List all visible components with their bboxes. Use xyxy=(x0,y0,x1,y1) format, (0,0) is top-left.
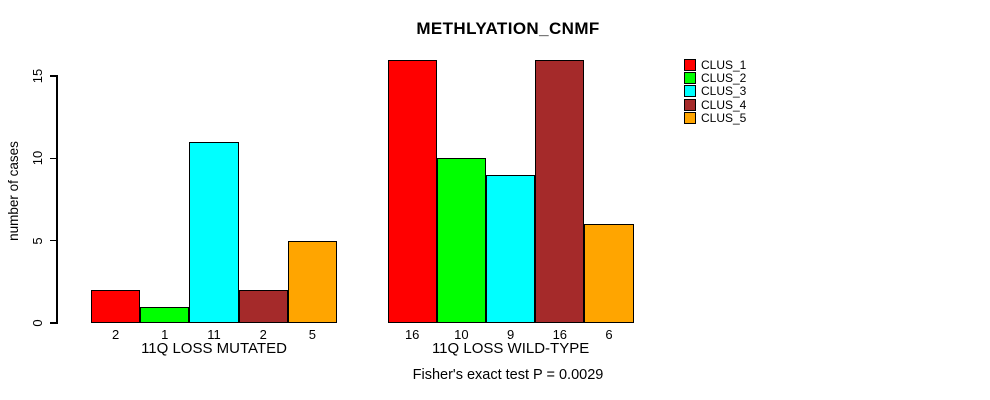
legend-item-clus_2: CLUS_2 xyxy=(684,71,747,86)
y-tick-label: 5 xyxy=(30,237,45,245)
y-tick-mark xyxy=(50,157,57,160)
legend-item-clus_1: CLUS_1 xyxy=(684,58,746,71)
legend-label: CLUS_1 xyxy=(701,57,747,72)
bar-clus_1-group2 xyxy=(387,59,437,323)
bar-clus_4-group2 xyxy=(535,59,585,323)
y-tick-mark xyxy=(50,75,57,77)
bar-value-label: 2 xyxy=(111,327,120,342)
legend-label: CLUS_4 xyxy=(701,97,747,112)
group-label-1: 11Q LOSS MUTATED xyxy=(141,340,287,357)
bar-value-label: 10 xyxy=(454,327,469,342)
bar-clus_5-group2 xyxy=(584,224,634,323)
legend-swatch xyxy=(684,98,696,111)
legend-item-clus_3: CLUS_3 xyxy=(684,85,746,98)
chart-title: METHLYATION_CNMF xyxy=(416,19,600,38)
bar-value-label: 9 xyxy=(506,327,515,342)
legend-item-clus_4: CLUS_4 xyxy=(684,98,746,111)
bar-value-label: 16 xyxy=(552,327,568,342)
y-axis-label: number of cases xyxy=(6,141,21,241)
legend-swatch xyxy=(684,58,696,71)
bar-value-label: 2 xyxy=(259,327,267,342)
legend-label: CLUS_2 xyxy=(701,71,747,86)
y-tick-label: 15 xyxy=(30,68,45,84)
bar-value-label: 11 xyxy=(207,327,221,342)
legend-swatch xyxy=(684,72,696,85)
y-tick-mark xyxy=(50,322,57,324)
legend-swatch xyxy=(684,85,696,98)
bar-value-label: 5 xyxy=(308,327,316,342)
bar-value-label: 16 xyxy=(404,327,420,342)
bar-clus_3-group1 xyxy=(189,141,239,323)
legend: CLUS_1 CLUS_2 CLUS_3 CLUS_4 CLUS_5 xyxy=(684,58,746,125)
legend-label: CLUS_5 xyxy=(701,111,747,126)
bar-clus_2-group2 xyxy=(436,158,486,323)
y-tick-mark xyxy=(50,239,57,242)
legend-item-clus_5: CLUS_5 xyxy=(684,112,746,125)
bar-value-label: 6 xyxy=(605,327,613,342)
bar-clus_3-group2 xyxy=(486,174,536,323)
group-label-2: 11Q LOSS WILD-TYPE xyxy=(431,340,590,357)
annotation-text: Fisher's exact test P = 0.0029 xyxy=(412,367,604,383)
bar-clus_2-group1 xyxy=(140,306,190,323)
y-tick-label: 10 xyxy=(30,151,45,166)
bar-clus_5-group1 xyxy=(287,240,337,323)
bar-value-label: 1 xyxy=(161,327,169,342)
legend-swatch xyxy=(684,112,696,125)
y-axis-line xyxy=(56,75,58,324)
bar-clus_4-group1 xyxy=(238,290,288,323)
legend-label: CLUS_3 xyxy=(701,84,747,99)
bar-clus_1-group1 xyxy=(91,290,141,323)
y-tick-label: 0 xyxy=(30,319,45,327)
